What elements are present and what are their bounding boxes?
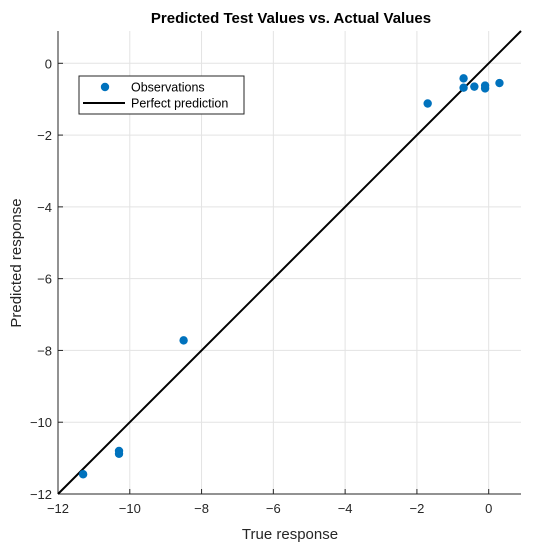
observation-point [459,74,468,83]
observation-point [495,78,504,88]
x-tick-label: −4 [338,501,353,516]
x-tick-label: 0 [485,501,492,516]
chart-title: Predicted Test Values vs. Actual Values [151,10,431,27]
x-tick-label: −2 [410,501,425,516]
observation-point [114,449,124,459]
y-tick-label: −2 [37,128,52,143]
y-tick-label: −8 [37,343,52,358]
y-tick-label: −4 [37,200,52,215]
legend: Observations Perfect prediction [78,75,245,115]
legend-label-observations: Observations [131,81,205,95]
x-tick-label: −8 [194,501,209,516]
observation-point [78,470,88,479]
observation-point [179,336,188,345]
y-tick-label: −10 [30,415,52,430]
y-tick-label: −6 [37,272,52,287]
x-tick-label: −6 [266,501,281,516]
perfect-prediction-line [57,30,522,495]
observation-point [480,84,490,93]
axes [57,31,521,495]
x-axis-label: True response [242,526,338,543]
y-axis-label: Predicted response [8,198,25,327]
tick-labels: −12 −10 −8 −6 −4 −2 0 −12 −10 −8 −6 −4 −2 0 [30,56,492,516]
x-tick-label: −10 [119,501,141,516]
observation-point [470,82,479,91]
x-tick-label: −12 [47,501,69,516]
y-tick-label: −12 [30,487,52,502]
plot-area [57,30,522,495]
grid-lines [57,31,521,495]
y-tick-label: 0 [45,56,52,71]
observation-point [459,83,468,92]
legend-box [78,75,245,115]
legend-marker-observations [100,82,110,92]
legend-label-perfect-prediction: Perfect prediction [131,97,228,111]
observation-point [423,99,432,108]
